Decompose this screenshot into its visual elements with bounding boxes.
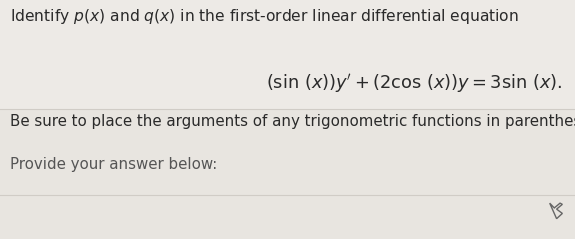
Text: Provide your answer below:: Provide your answer below: xyxy=(10,157,217,172)
Text: Be sure to place the arguments of any trigonometric functions in parentheses.: Be sure to place the arguments of any tr… xyxy=(10,114,575,129)
Bar xyxy=(0,0,575,109)
Bar xyxy=(0,109,575,195)
Text: $(\sin\,(x))y^{\prime} + (2\cos\,(x))y = 3\sin\,(x).$: $(\sin\,(x))y^{\prime} + (2\cos\,(x))y =… xyxy=(266,72,562,95)
Bar xyxy=(0,195,575,239)
Text: Identify $\mathit{p}(x)$ and $\mathit{q}(x)$ in the first-order linear different: Identify $\mathit{p}(x)$ and $\mathit{q}… xyxy=(10,7,519,26)
